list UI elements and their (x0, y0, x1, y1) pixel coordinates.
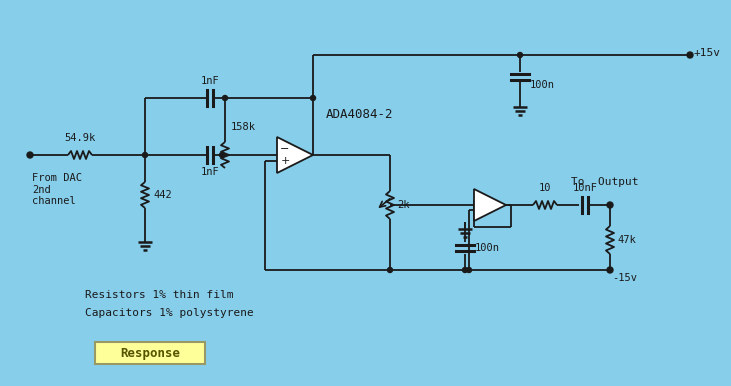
Text: 100n: 100n (530, 80, 555, 90)
Text: 100n: 100n (475, 243, 500, 253)
Circle shape (463, 267, 468, 273)
Text: 158k: 158k (231, 122, 256, 132)
Text: −: − (280, 144, 289, 154)
Text: 2k: 2k (397, 200, 409, 210)
Text: 1nF: 1nF (200, 167, 219, 177)
Text: From DAC
2nd
channel: From DAC 2nd channel (32, 173, 82, 206)
Text: -15v: -15v (612, 273, 637, 283)
Circle shape (222, 95, 227, 100)
Circle shape (27, 152, 33, 158)
Circle shape (143, 152, 148, 157)
Circle shape (607, 202, 613, 208)
Text: 47k: 47k (617, 235, 636, 245)
Circle shape (311, 95, 316, 100)
Text: +15v: +15v (694, 48, 721, 58)
Polygon shape (474, 189, 506, 221)
Text: 54.9k: 54.9k (64, 133, 96, 143)
Text: Resistors 1% thin film: Resistors 1% thin film (85, 290, 233, 300)
Text: ADA4084-2: ADA4084-2 (326, 108, 394, 122)
Circle shape (219, 152, 224, 157)
Text: Capacitors 1% polystyrene: Capacitors 1% polystyrene (85, 308, 254, 318)
Text: 1nF: 1nF (200, 76, 219, 86)
Text: Response: Response (120, 347, 180, 359)
Text: To  Output: To Output (571, 177, 639, 187)
FancyBboxPatch shape (95, 342, 205, 364)
Circle shape (518, 52, 523, 58)
Circle shape (387, 267, 393, 273)
Text: 10: 10 (539, 183, 551, 193)
Text: 10nF: 10nF (572, 183, 597, 193)
Circle shape (466, 267, 471, 273)
Text: 442: 442 (153, 190, 172, 200)
Text: +: + (280, 156, 289, 166)
Circle shape (607, 267, 613, 273)
Circle shape (687, 52, 693, 58)
Polygon shape (277, 137, 313, 173)
